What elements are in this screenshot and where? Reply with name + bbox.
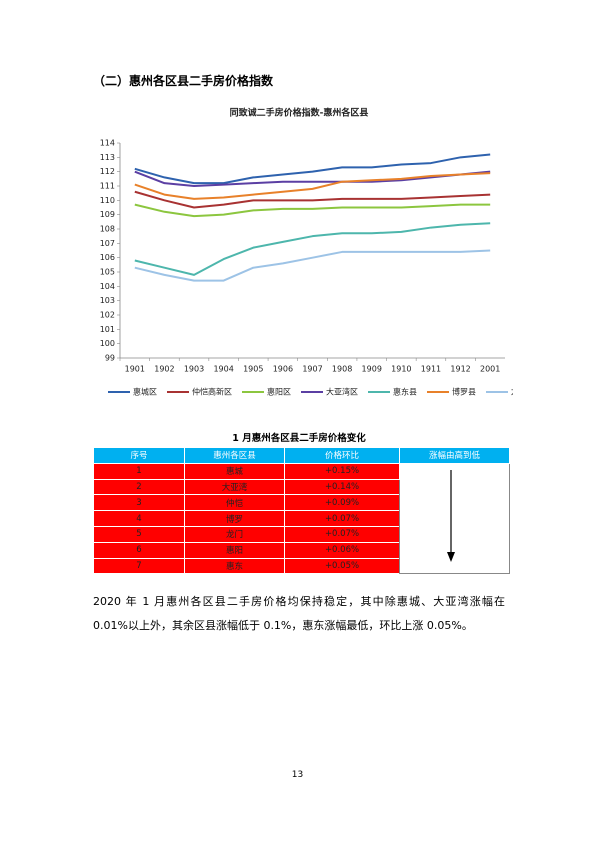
legend-label: 仲恺高新区	[192, 387, 232, 397]
x-tick-label: 1908	[332, 365, 352, 374]
y-tick-label: 105	[100, 268, 115, 277]
legend-label: 大亚湾区	[326, 387, 358, 397]
legend-label: 龙门县	[511, 387, 513, 397]
x-tick-label: 1906	[273, 365, 293, 374]
table-cell: 1	[93, 462, 185, 480]
y-tick-label: 113	[100, 153, 115, 162]
header-cell: 价格环比	[284, 447, 400, 464]
table-cell: 7	[93, 557, 185, 575]
table-row: 1 惠城 +0.15%	[93, 462, 510, 575]
table-cell: +0.06%	[284, 541, 400, 559]
legend-label: 惠城区	[133, 387, 157, 397]
y-tick-label: 109	[100, 210, 115, 219]
down-arrow	[447, 470, 455, 562]
table-cell: 惠东	[184, 557, 285, 575]
x-tick-label: 1905	[243, 365, 263, 374]
series-line	[134, 172, 491, 200]
series-line	[134, 222, 491, 276]
series-line	[134, 153, 491, 185]
y-tick-label: 111	[100, 182, 115, 191]
series-line	[134, 190, 491, 209]
legend-label: 博罗县	[452, 387, 476, 397]
table-cell: 大亚湾	[184, 478, 285, 496]
table-row: 2 大亚湾 +0.14%	[93, 478, 510, 496]
y-tick-label: 107	[100, 239, 115, 248]
x-tick-label: 1907	[302, 365, 322, 374]
table-row: 4 博罗 +0.07%	[93, 510, 510, 527]
y-tick-label: 114	[100, 139, 115, 148]
table-cell: +0.07%	[284, 510, 400, 527]
table-cell: 2	[93, 478, 185, 496]
table-cell: 5	[93, 525, 185, 543]
y-tick-label: 104	[100, 282, 115, 291]
header-cell: 序号	[93, 447, 185, 464]
table-cell: 惠阳	[184, 541, 285, 559]
series-line	[134, 249, 491, 282]
paragraph: 2020 年 1 月惠州各区县二手房价格均保持稳定，其中除惠城、大亚湾涨幅在 0…	[93, 595, 505, 632]
y-tick-label: 112	[100, 167, 115, 176]
table-row: 6 惠阳 +0.06%	[93, 541, 510, 559]
y-tick-label: 101	[100, 325, 115, 334]
header-cell: 惠州各区县	[184, 447, 285, 464]
y-tick-label: 100	[100, 339, 115, 348]
x-tick-label: 1903	[184, 365, 204, 374]
table-cell: +0.14%	[284, 478, 400, 496]
table-cell: 6	[93, 541, 185, 559]
table-row: 3 仲恺 +0.09%	[93, 494, 510, 512]
x-tick-label: 1912	[450, 365, 470, 374]
x-tick-label: 1910	[391, 365, 411, 374]
table-cell: 惠城	[184, 462, 285, 480]
x-tick-label: 1904	[213, 365, 233, 374]
y-tick-label: 103	[100, 296, 115, 305]
page-number: 13	[291, 770, 304, 780]
x-tick-label: 1909	[362, 365, 382, 374]
y-tick-label: 99	[105, 354, 115, 363]
header-row: 序号 惠州各区县 价格环比 涨幅由高到低	[93, 447, 510, 464]
table-cell: +0.09%	[284, 494, 400, 512]
legend-label: 惠东县	[393, 387, 417, 397]
series-line	[134, 170, 491, 187]
y-tick-label: 110	[100, 196, 115, 205]
table-cell: 4	[93, 510, 185, 527]
x-tick-label: 1911	[421, 365, 441, 374]
header-cell: 涨幅由高到低	[399, 447, 510, 464]
table-cell: +0.15%	[284, 462, 400, 480]
chart-title: 同致诚二手房价格指数-惠州各区县	[230, 107, 369, 119]
chart: 同致诚二手房价格指数-惠州各区县 99 100 101 102 103 104 105 106…	[100, 107, 513, 397]
table-cell: +0.07%	[284, 525, 400, 543]
table-cell: 3	[93, 494, 185, 512]
x-tick-label: 2001	[480, 365, 500, 374]
section-heading: （二）惠州各区县二手房价格指数	[93, 74, 274, 88]
table-row: 7 惠东 +0.05%	[93, 557, 510, 575]
legend-label: 惠阳区	[267, 387, 291, 397]
y-tick-label: 108	[100, 225, 115, 234]
series-line	[134, 203, 491, 218]
x-tick-label: 1901	[125, 365, 145, 374]
table-cell: 龙门	[184, 525, 285, 543]
table-title: 1 月惠州各区县二手房价格变化	[232, 433, 366, 444]
x-tick-label: 1902	[154, 365, 174, 374]
y-tick-label: 102	[100, 311, 115, 320]
table: 序号 惠州各区县 价格环比 涨幅由高到低 1 惠城 +0.15% 2 大亚湾 +0.14% 3 仲恺 +…	[93, 447, 510, 575]
table-cell: 博罗	[184, 510, 285, 527]
arrow-cell	[399, 462, 510, 575]
table-cell: +0.05%	[284, 557, 400, 575]
y-tick-label: 106	[100, 253, 115, 262]
table-cell: 仲恺	[184, 494, 285, 512]
